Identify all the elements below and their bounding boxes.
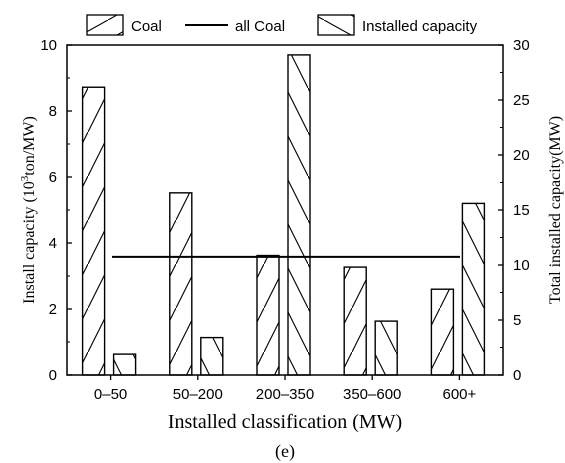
- legend-label-installed-capacity: Installed capacity: [362, 18, 478, 35]
- left-tick-label: 6: [49, 169, 57, 186]
- installed-capacity-bar: [374, 320, 398, 376]
- legend-label-all-coal: all Coal: [235, 18, 285, 35]
- coal-bar: [81, 86, 106, 376]
- left-tick-label: 8: [49, 103, 57, 120]
- installed-capacity-bar: [461, 202, 486, 376]
- left-tick-label: 2: [49, 301, 57, 318]
- x-tick-label: 0–50: [94, 386, 127, 403]
- coal-bar: [430, 288, 455, 376]
- left-tick-label: 10: [40, 37, 57, 54]
- x-tick-label: 350–600: [343, 386, 401, 403]
- right-tick-label: 25: [513, 92, 530, 109]
- legend-entry-all-coal: all Coal: [185, 18, 285, 35]
- x-tick-label: 200–350: [256, 386, 314, 403]
- legend-swatch-installed-capacity: [317, 14, 355, 36]
- legend-entry-coal: Coal: [86, 14, 162, 36]
- legend: Coal all Coal Installed capacity: [86, 14, 478, 36]
- installed-capacity-bar: [200, 336, 224, 376]
- coal-bar: [343, 266, 367, 376]
- left-axis: 0 2 4 6 8 10: [40, 37, 72, 384]
- installed-capacity-bars: [112, 54, 486, 376]
- right-tick-label: 15: [513, 202, 530, 219]
- x-tick-label: 50–200: [173, 386, 223, 403]
- legend-swatch-coal: [86, 14, 124, 36]
- x-axis-title: Installed classification (MW): [168, 411, 402, 433]
- left-tick-label: 4: [49, 235, 57, 252]
- legend-entry-installed-capacity: Installed capacity: [317, 14, 478, 36]
- left-tick-label: 0: [49, 367, 57, 384]
- right-tick-label: 20: [513, 147, 530, 164]
- right-tick-label: 10: [513, 257, 530, 274]
- x-tick-label: 600+: [443, 386, 477, 403]
- right-tick-label: 30: [513, 37, 530, 54]
- right-axis: 0 5 10 15 20 25 30: [498, 37, 530, 384]
- right-tick-label: 5: [513, 312, 521, 329]
- coal-bar: [256, 254, 280, 376]
- right-axis-title: Total installed capacity(MW): [547, 116, 564, 304]
- legend-label-coal: Coal: [131, 18, 162, 35]
- left-axis-title: Install capacity (103ton/MW): [19, 116, 38, 304]
- right-tick-label: 0: [513, 367, 521, 384]
- installed-capacity-bar: [112, 353, 137, 376]
- coal-bar: [169, 192, 193, 376]
- x-axis: 0–50 50–200 200–350 350–600 600+: [94, 375, 477, 403]
- coal-bars: [81, 86, 455, 376]
- installed-capacity-bar: [287, 54, 311, 376]
- figure-caption: (e): [275, 441, 295, 462]
